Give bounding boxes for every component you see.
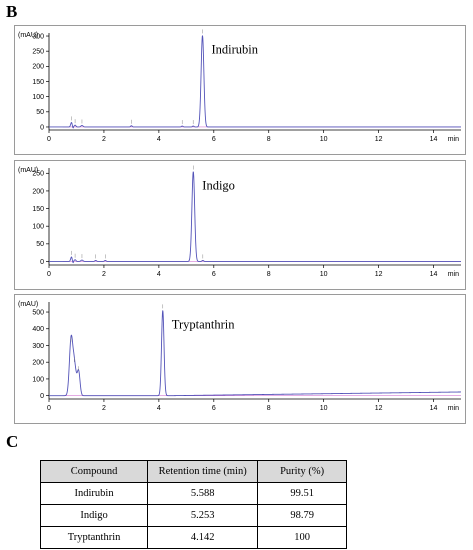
x-tick-label: 10 (320, 136, 328, 143)
y-tick-label: 500 (32, 309, 44, 316)
panel-c-label: C (6, 432, 19, 451)
chromatogram-indirubin-plot: 0 50 100 150 200 250 300(mAU) 0 2 4 6 8 10 12 14 min Ind… (18, 29, 461, 143)
x-axis-unit: min (448, 271, 459, 278)
x-tick-label: 4 (157, 405, 161, 412)
x-tick-label: 10 (320, 271, 328, 278)
table-cell-compound: Indirubin (39, 482, 149, 505)
x-tick-label: 12 (375, 405, 383, 412)
y-tick-label: 100 (32, 376, 44, 383)
y-tick-label: 200 (32, 64, 44, 71)
y-tick-label: 300 (32, 343, 44, 350)
x-tick-label: 2 (102, 271, 106, 278)
header-purity: Purity (%) (257, 460, 347, 483)
chromatogram-indigo: 0 50 100 150 200 250 (mAU) 0 2 4 6 8 10 12 14 min Indigo (14, 160, 466, 290)
x-tick-label: 2 (102, 405, 106, 412)
x-tick-label: 0 (47, 405, 51, 412)
panel-b-label: B (6, 2, 18, 21)
y-axis-unit: (mAU) (18, 32, 38, 39)
y-tick-label: 0 (40, 259, 44, 266)
peak-annotation: Indigo (202, 179, 235, 193)
table-cell-compound: Tryptanthrin (39, 526, 149, 549)
y-axis-unit: (mAU) (18, 301, 38, 308)
x-tick-label: 6 (212, 405, 216, 412)
y-tick-label: 150 (32, 206, 44, 213)
table-header-row: Compound Retention time (min) Purity (%) (39, 460, 347, 483)
x-axis-unit: min (448, 136, 459, 143)
y-tick-label: 400 (32, 326, 44, 333)
table-cell-purity: 99.51 (257, 482, 347, 505)
y-tick-label: 250 (32, 49, 44, 56)
x-tick-label: 14 (430, 271, 438, 278)
chromatogram-indigo-plot: 0 50 100 150 200 250(mAU) 0 2 4 6 8 10 12 14 min Indigo (18, 165, 461, 278)
x-tick-label: 8 (267, 271, 271, 278)
x-tick-label: 0 (47, 271, 51, 278)
x-tick-label: 4 (157, 271, 161, 278)
x-tick-label: 10 (320, 405, 328, 412)
y-tick-label: 50 (36, 109, 44, 116)
x-tick-label: 12 (375, 136, 383, 143)
table-cell-compound: Indigo (39, 504, 149, 527)
y-axis-unit: (mAU) (18, 167, 38, 174)
x-tick-label: 2 (102, 136, 106, 143)
y-tick-label: 200 (32, 360, 44, 367)
y-tick-label: 0 (40, 124, 44, 131)
chromatogram-tryptanthrin: 0 100 200 300 400 500 (mAU) 0 2 4 6 8 10 12 14 min Trypt… (14, 294, 466, 424)
chromatogram-indirubin: 0 50 100 150 200 250 300 (mAU) 0 2 4 6 8 10 12 14 min Ind… (14, 25, 466, 155)
x-tick-label: 12 (375, 271, 383, 278)
x-tick-label: 4 (157, 136, 161, 143)
y-tick-label: 100 (32, 94, 44, 101)
table-row: Tryptanthrin 4.142 100 (39, 526, 347, 549)
chromatogram-trace (49, 35, 461, 129)
table-cell-purity: 98.79 (257, 504, 347, 527)
y-tick-label: 100 (32, 224, 44, 231)
table-row: Indirubin 5.588 99.51 (39, 482, 347, 505)
table-cell-retention-time: 4.142 (147, 526, 259, 549)
table-row: Indigo 5.253 98.79 (39, 504, 347, 527)
x-axis-unit: min (448, 405, 459, 412)
chromatogram-trace (49, 171, 461, 264)
table-cell-purity: 100 (257, 526, 347, 549)
y-tick-label: 150 (32, 79, 44, 86)
y-tick-label: 50 (36, 241, 44, 248)
x-tick-label: 8 (267, 136, 271, 143)
y-tick-label: 200 (32, 188, 44, 195)
y-tick-label: 0 (40, 393, 44, 400)
x-tick-label: 6 (212, 136, 216, 143)
chromatogram-trace (49, 310, 461, 397)
chromatogram-tryptanthrin-plot: 0 100 200 300 400 500(mAU) 0 2 4 6 8 10 12 14 min Trypt… (18, 301, 461, 412)
x-tick-label: 14 (430, 136, 438, 143)
peak-annotation: Tryptanthrin (172, 317, 235, 331)
x-tick-label: 0 (47, 136, 51, 143)
x-tick-label: 14 (430, 405, 438, 412)
header-retention-time: Retention time (min) (147, 460, 259, 483)
compound-summary-table: Compound Retention time (min) Purity (%)… (39, 460, 347, 549)
y-tick-label: 300 (32, 33, 44, 40)
x-tick-label: 6 (212, 271, 216, 278)
y-tick-label: 250 (32, 171, 44, 178)
peak-annotation: Indirubin (211, 42, 258, 56)
header-compound: Compound (39, 460, 149, 483)
table-cell-retention-time: 5.253 (147, 504, 259, 527)
table-cell-retention-time: 5.588 (147, 482, 259, 505)
x-tick-label: 8 (267, 405, 271, 412)
